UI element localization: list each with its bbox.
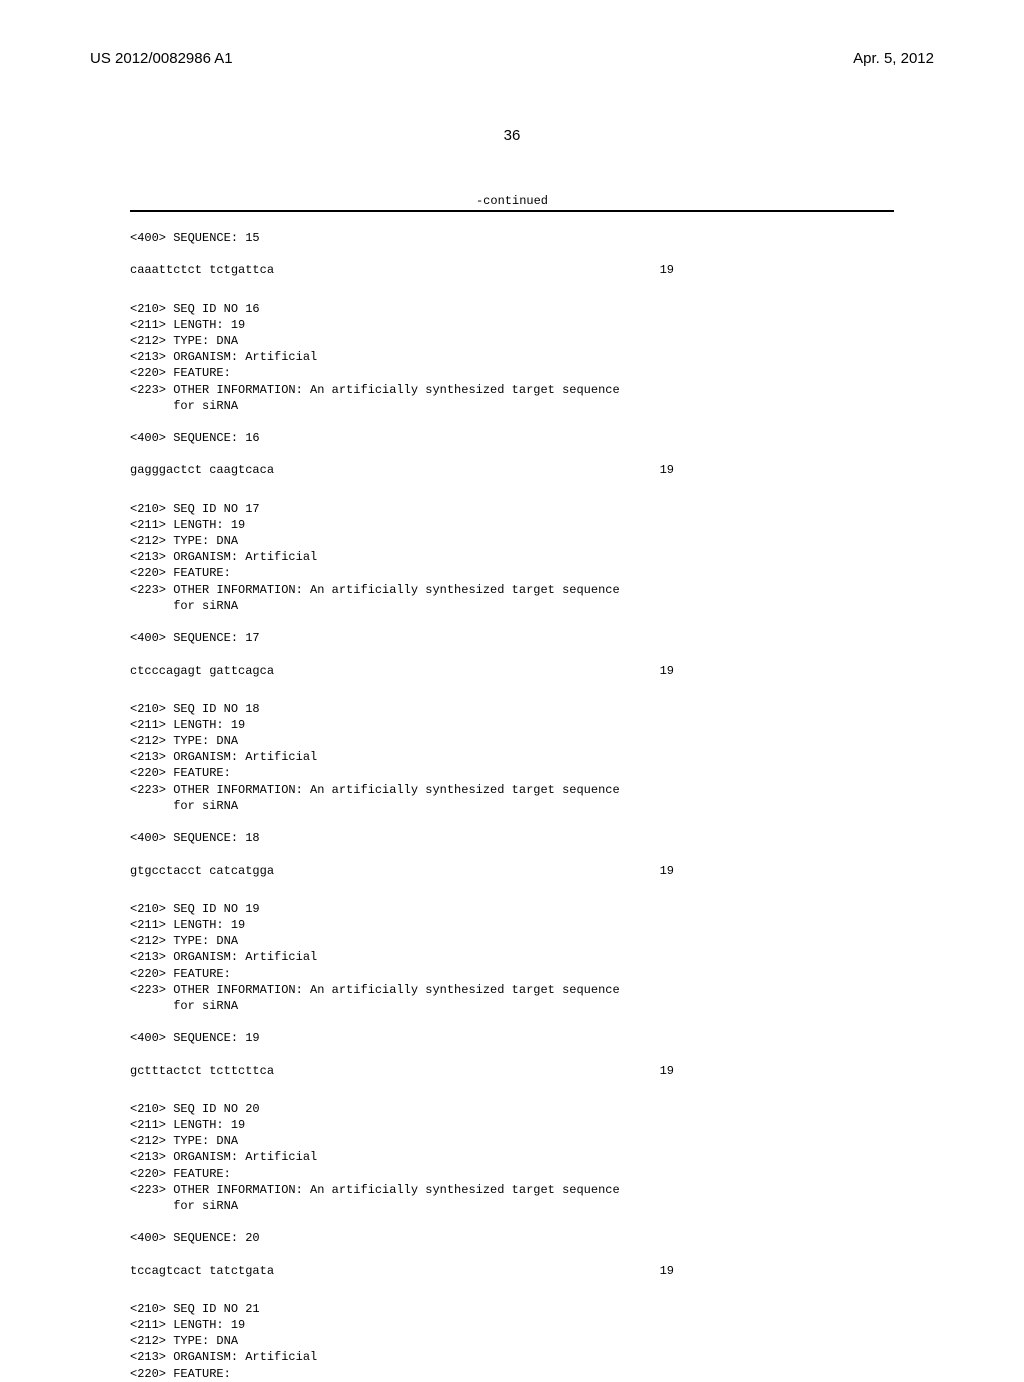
sequence-meta-line: <210> SEQ ID NO 21 [130,1301,894,1317]
sequence-block: <210> SEQ ID NO 18<211> LENGTH: 19<212> … [130,701,894,879]
sequence-row: tccagtcact tatctgata 19 [130,1263,894,1279]
sequence-meta-line: <212> TYPE: DNA [130,733,894,749]
sequence-meta-line [130,614,894,630]
sequence-meta-line [130,1014,894,1030]
sequence-meta-line: <210> SEQ ID NO 17 [130,501,894,517]
sequence-meta-line: <220> FEATURE: [130,966,894,982]
page-number: 36 [90,127,934,144]
sequence-meta-line: <210> SEQ ID NO 20 [130,1101,894,1117]
sequence-meta-line [130,814,894,830]
sequence-row: gtgcctacct catcatgga 19 [130,863,894,879]
sequence-meta-line: <400> SEQUENCE: 18 [130,830,894,846]
sequence-row: gagggactct caagtcaca 19 [130,462,894,478]
sequence-meta-line: <211> LENGTH: 19 [130,917,894,933]
sequence-meta-line [130,414,894,430]
sequence-meta-line: <400> SEQUENCE: 19 [130,1030,894,1046]
sequence-meta-line: <212> TYPE: DNA [130,533,894,549]
sequence-meta-line: <223> OTHER INFORMATION: An artificially… [130,782,894,798]
sequence-block: <210> SEQ ID NO 19<211> LENGTH: 19<212> … [130,901,894,1079]
sequence-meta-line: <211> LENGTH: 19 [130,1117,894,1133]
sequence-block: <210> SEQ ID NO 21<211> LENGTH: 19<212> … [130,1301,894,1382]
spacer [130,246,894,262]
sequence-length: 19 [660,262,894,278]
sequence-block: <210> SEQ ID NO 20<211> LENGTH: 19<212> … [130,1101,894,1279]
sequence-meta-line: <213> ORGANISM: Artificial [130,1149,894,1165]
sequence-meta-line: <210> SEQ ID NO 18 [130,701,894,717]
page: US 2012/0082986 A1 Apr. 5, 2012 36 -cont… [0,0,1024,1320]
sequence-meta-line: <213> ORGANISM: Artificial [130,749,894,765]
sequence-meta-line: <220> FEATURE: [130,565,894,581]
sequence-length: 19 [660,1063,894,1079]
sequence-meta-line: <220> FEATURE: [130,765,894,781]
sequence-meta-line: <400> SEQUENCE: 20 [130,1230,894,1246]
sequence-meta-line: <400> SEQUENCE: 16 [130,430,894,446]
sequence-bases: gctttactct tcttcttca [130,1063,274,1079]
sequence-row: ctcccagagt gattcagca 19 [130,663,894,679]
sequence-meta-line: <400> SEQUENCE: 17 [130,630,894,646]
sequence-bases: caaattctct tctgattca [130,262,274,278]
sequence-row: gctttactct tcttcttca 19 [130,1063,894,1079]
sequence-length: 19 [660,1263,894,1279]
continued-label: -continued [90,194,934,208]
sequence-meta-line: for siRNA [130,1198,894,1214]
spacer [130,446,894,462]
sequence-block: <400> SEQUENCE: 15 caaattctct tctgattca 1… [130,230,894,279]
sequence-listing: <400> SEQUENCE: 15 caaattctct tctgattca 1… [90,230,934,1382]
sequence-length: 19 [660,663,894,679]
sequence-meta-line: <211> LENGTH: 19 [130,1317,894,1333]
sequence-bases: gagggactct caagtcaca [130,462,274,478]
spacer [130,1046,894,1062]
sequence-meta-line: <210> SEQ ID NO 16 [130,301,894,317]
publication-number: US 2012/0082986 A1 [90,50,233,67]
sequence-meta-line: <213> ORGANISM: Artificial [130,549,894,565]
sequence-meta-line: <400> SEQUENCE: 15 [130,230,894,246]
sequence-bases: ctcccagagt gattcagca [130,663,274,679]
sequence-meta-line: <210> SEQ ID NO 19 [130,901,894,917]
sequence-meta-line: <220> FEATURE: [130,1366,894,1382]
sequence-bases: tccagtcact tatctgata [130,1263,274,1279]
sequence-length: 19 [660,462,894,478]
sequence-meta-line: <211> LENGTH: 19 [130,717,894,733]
sequence-meta-line: <223> OTHER INFORMATION: An artificially… [130,582,894,598]
rule-top [130,210,894,212]
sequence-meta-line: <212> TYPE: DNA [130,333,894,349]
sequence-meta-line: for siRNA [130,398,894,414]
sequence-meta-line: <211> LENGTH: 19 [130,517,894,533]
sequence-meta-line: for siRNA [130,998,894,1014]
sequence-meta-line: for siRNA [130,598,894,614]
sequence-meta-line: <223> OTHER INFORMATION: An artificially… [130,382,894,398]
sequence-meta-line: <212> TYPE: DNA [130,933,894,949]
sequence-meta-line: <213> ORGANISM: Artificial [130,349,894,365]
sequence-meta-line: <213> ORGANISM: Artificial [130,949,894,965]
sequence-meta-line: for siRNA [130,798,894,814]
sequence-meta-line: <223> OTHER INFORMATION: An artificially… [130,982,894,998]
sequence-meta-line: <212> TYPE: DNA [130,1333,894,1349]
sequence-meta-line: <212> TYPE: DNA [130,1133,894,1149]
sequence-block: <210> SEQ ID NO 17<211> LENGTH: 19<212> … [130,501,894,679]
sequence-meta-line: <220> FEATURE: [130,1166,894,1182]
spacer [130,1247,894,1263]
publication-date: Apr. 5, 2012 [853,50,934,67]
sequence-meta-line: <220> FEATURE: [130,365,894,381]
sequence-length: 19 [660,863,894,879]
spacer [130,846,894,862]
sequence-meta-line: <211> LENGTH: 19 [130,317,894,333]
spacer [130,646,894,662]
sequence-block: <210> SEQ ID NO 16<211> LENGTH: 19<212> … [130,301,894,479]
sequence-bases: gtgcctacct catcatgga [130,863,274,879]
sequence-meta-line: <223> OTHER INFORMATION: An artificially… [130,1182,894,1198]
page-header: US 2012/0082986 A1 Apr. 5, 2012 [90,50,934,67]
sequence-meta-line [130,1214,894,1230]
sequence-meta-line: <213> ORGANISM: Artificial [130,1349,894,1365]
sequence-row: caaattctct tctgattca 19 [130,262,894,278]
